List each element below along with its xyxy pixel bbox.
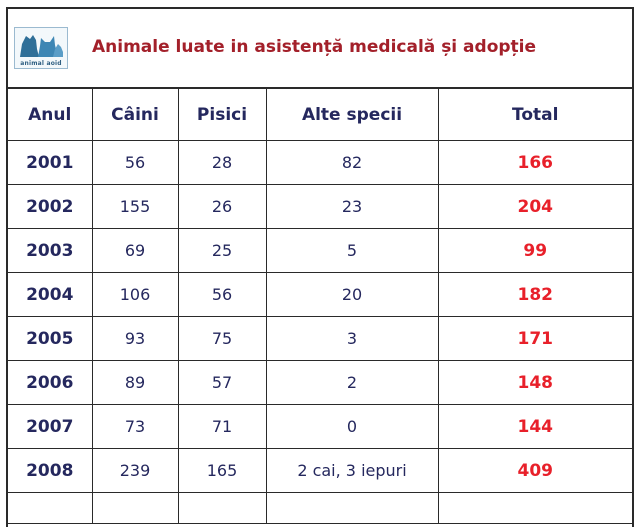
cell-dogs: 239 (91, 448, 179, 493)
cell-total: 99 (437, 228, 632, 273)
cell-cats: 26 (177, 184, 267, 229)
table-row-partial (8, 492, 632, 524)
cell-cats: 57 (177, 360, 267, 405)
cell-year: 2006 (8, 360, 93, 405)
table-row: 2005 93 75 3 171 (8, 316, 632, 361)
animal-heads-logo-icon: animal aoid (14, 27, 68, 69)
table-row: 2003 69 25 5 99 (8, 228, 632, 273)
table-header-banner: animal aoid Animale luate in asistență m… (8, 9, 632, 89)
logo-caption: animal aoid (20, 60, 62, 67)
table-row: 2002 155 26 23 204 (8, 184, 632, 229)
column-header-other-species: Alte specii (265, 89, 439, 141)
cell-other-species: 23 (265, 184, 439, 229)
table-body: 2001 56 28 82 166 2002 155 26 23 204 2003 69 25 5 99 20… (8, 140, 632, 524)
cell-other-species: 0 (265, 404, 439, 449)
cell-dogs: 106 (91, 272, 179, 317)
column-header-year: Anul (8, 89, 93, 141)
cell-year: 2003 (8, 228, 93, 273)
document-frame: animal aoid Animale luate in asistență m… (6, 7, 634, 527)
table-row: 2006 89 57 2 148 (8, 360, 632, 405)
animal-silhouettes-icon (20, 35, 63, 57)
cell-total: 409 (437, 448, 632, 493)
table-row: 2007 73 71 0 144 (8, 404, 632, 449)
cell-total: 204 (437, 184, 632, 229)
cell-cats: 28 (177, 140, 267, 185)
cell-year: 2001 (8, 140, 93, 185)
animals-table: Anul Câini Pisici Alte specii Total 2001… (8, 89, 632, 524)
cell-cats: 75 (177, 316, 267, 361)
cell-total: 171 (437, 316, 632, 361)
cell-year: 2002 (8, 184, 93, 229)
cell-year: 2004 (8, 272, 93, 317)
column-header-total: Total (437, 89, 632, 141)
cell-total: 144 (437, 404, 632, 449)
cell-total: 148 (437, 360, 632, 405)
cell-empty (265, 492, 439, 524)
cell-other-species: 82 (265, 140, 439, 185)
cell-total: 166 (437, 140, 632, 185)
cell-dogs: 155 (91, 184, 179, 229)
cell-empty (177, 492, 267, 524)
table-row: 2008 239 165 2 cai, 3 iepuri 409 (8, 448, 632, 493)
table-row: 2001 56 28 82 166 (8, 140, 632, 185)
cell-total: 182 (437, 272, 632, 317)
cell-empty (91, 492, 179, 524)
cell-year: 2005 (8, 316, 93, 361)
cell-other-species: 5 (265, 228, 439, 273)
page-title: Animale luate in asistență medicală și a… (92, 37, 537, 57)
cell-dogs: 73 (91, 404, 179, 449)
cell-other-species: 2 (265, 360, 439, 405)
cell-cats: 165 (177, 448, 267, 493)
cell-cats: 25 (177, 228, 267, 273)
cell-empty (8, 492, 93, 524)
cell-year: 2007 (8, 404, 93, 449)
table-header-row: Anul Câini Pisici Alte specii Total (8, 89, 632, 141)
cell-empty (437, 492, 632, 524)
cell-dogs: 56 (91, 140, 179, 185)
cell-dogs: 89 (91, 360, 179, 405)
cell-cats: 56 (177, 272, 267, 317)
table-row: 2004 106 56 20 182 (8, 272, 632, 317)
cell-other-species: 3 (265, 316, 439, 361)
cell-other-species: 20 (265, 272, 439, 317)
cell-other-species: 2 cai, 3 iepuri (265, 448, 439, 493)
cell-dogs: 93 (91, 316, 179, 361)
cell-cats: 71 (177, 404, 267, 449)
cell-year: 2008 (8, 448, 93, 493)
column-header-cats: Pisici (177, 89, 267, 141)
cell-dogs: 69 (91, 228, 179, 273)
column-header-dogs: Câini (91, 89, 179, 141)
